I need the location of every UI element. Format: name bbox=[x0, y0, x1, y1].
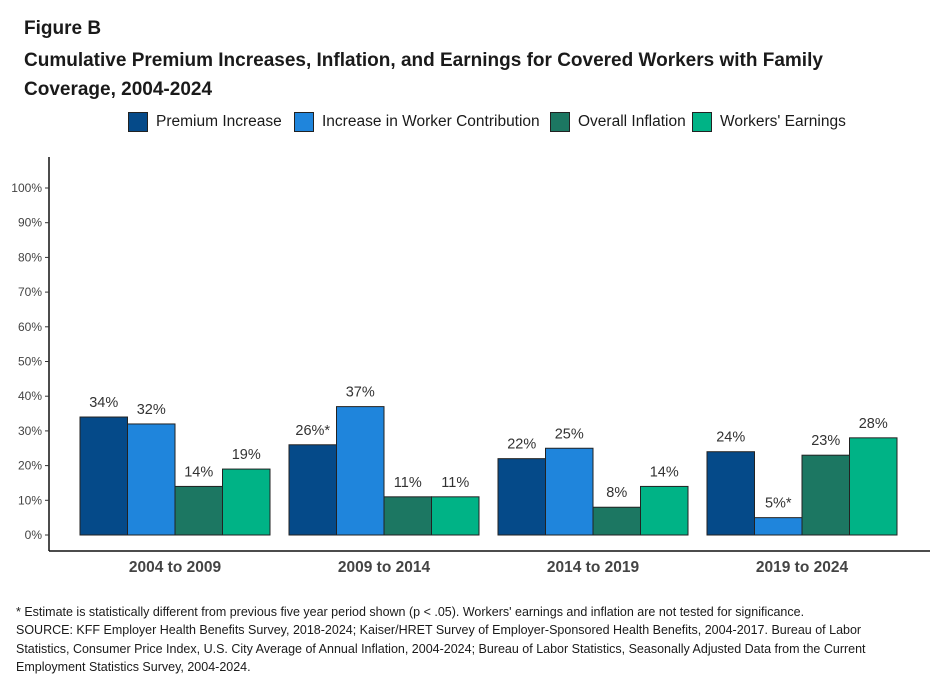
bar-chart: 0% 10% 20% 30% 40% 50% 60% 70% 80% 90% 100% 34% 32% 1… bbox=[11, 157, 930, 576]
y-tick-label: 80% bbox=[18, 250, 42, 264]
legend-label-worker-contribution: Increase in Worker Contribution bbox=[322, 113, 540, 130]
legend-item-overall-inflation: Overall Inflation bbox=[550, 108, 686, 136]
legend-swatch-overall-inflation bbox=[550, 112, 570, 132]
bar bbox=[336, 406, 385, 536]
bar bbox=[127, 423, 176, 536]
bar bbox=[801, 454, 850, 536]
bar bbox=[497, 458, 546, 536]
legend-label-premium-increase: Premium Increase bbox=[156, 113, 282, 130]
data-label: 11% bbox=[441, 475, 469, 491]
bar bbox=[288, 444, 337, 536]
chart-legend: Premium Increase Increase in Worker Cont… bbox=[0, 108, 938, 136]
y-tick-label: 10% bbox=[18, 493, 42, 507]
legend-label-overall-inflation: Overall Inflation bbox=[578, 113, 686, 130]
bar bbox=[754, 517, 803, 536]
data-label: 24% bbox=[716, 430, 745, 446]
bar bbox=[706, 451, 755, 536]
chart-title: Cumulative Premium Increases, Inflation,… bbox=[24, 50, 823, 100]
significance-note: * Estimate is statistically different fr… bbox=[16, 605, 805, 619]
data-label: 8% bbox=[606, 485, 627, 501]
bar bbox=[222, 468, 271, 536]
bar bbox=[849, 437, 898, 536]
data-label: 19% bbox=[232, 447, 261, 463]
y-tick-label: 50% bbox=[18, 355, 42, 369]
legend-item-workers-earnings: Workers' Earnings bbox=[692, 108, 846, 136]
bar bbox=[545, 447, 594, 536]
source-note: SOURCE: KFF Employer Health Benefits Sur… bbox=[16, 623, 866, 674]
data-label: 37% bbox=[346, 385, 375, 401]
footnotes: * Estimate is statistically different fr… bbox=[16, 603, 916, 676]
figure-label: Figure B bbox=[24, 18, 102, 39]
y-tick-label: 90% bbox=[18, 216, 42, 230]
y-tick-label: 30% bbox=[18, 424, 42, 438]
bar bbox=[592, 506, 641, 536]
y-tick-label: 60% bbox=[18, 320, 42, 334]
bar bbox=[174, 485, 223, 536]
legend-swatch-worker-contribution bbox=[294, 112, 314, 132]
bar bbox=[640, 485, 689, 536]
data-label: 14% bbox=[650, 464, 679, 480]
data-label: 11% bbox=[394, 475, 422, 491]
x-category-label: 2014 to 2019 bbox=[547, 559, 640, 576]
x-category-label: 2004 to 2009 bbox=[129, 559, 222, 576]
legend-label-workers-earnings: Workers' Earnings bbox=[720, 113, 846, 130]
bar bbox=[383, 496, 432, 536]
x-category-label: 2009 to 2014 bbox=[338, 559, 431, 576]
data-label: 22% bbox=[507, 437, 536, 453]
bar bbox=[431, 496, 480, 536]
data-label: 5%* bbox=[765, 496, 792, 512]
legend-item-worker-contribution: Increase in Worker Contribution bbox=[294, 108, 540, 136]
y-tick-label: 20% bbox=[18, 459, 42, 473]
y-tick-label: 70% bbox=[18, 285, 42, 299]
legend-item-premium-increase: Premium Increase bbox=[128, 108, 282, 136]
data-label: 28% bbox=[859, 416, 888, 432]
data-label: 23% bbox=[811, 433, 840, 449]
data-label: 26%* bbox=[295, 423, 330, 439]
legend-swatch-workers-earnings bbox=[692, 112, 712, 132]
legend-swatch-premium-increase bbox=[128, 112, 148, 132]
data-label: 14% bbox=[184, 464, 213, 480]
data-label: 34% bbox=[89, 395, 118, 411]
x-category-label: 2019 to 2024 bbox=[756, 559, 849, 576]
y-tick-label: 40% bbox=[18, 389, 42, 403]
bar bbox=[79, 416, 128, 536]
data-label: 25% bbox=[555, 426, 584, 442]
y-tick-label: 0% bbox=[25, 528, 43, 542]
data-label: 32% bbox=[137, 402, 166, 418]
y-tick-label: 100% bbox=[11, 181, 42, 195]
